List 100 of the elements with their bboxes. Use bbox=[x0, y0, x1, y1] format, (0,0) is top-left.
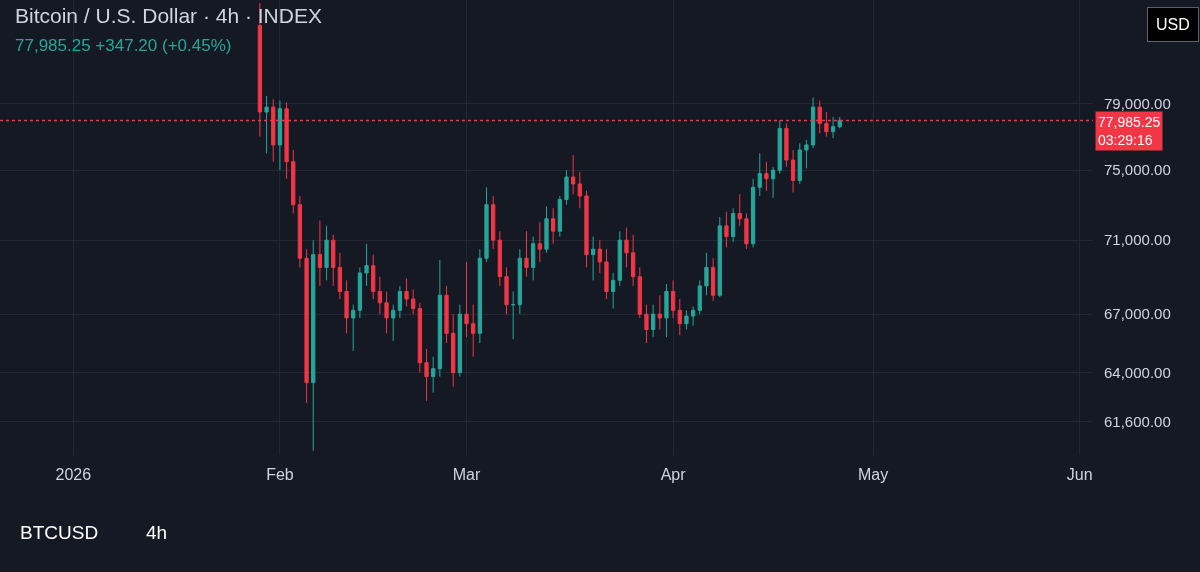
candlestick bbox=[264, 95, 269, 154]
candlestick bbox=[444, 285, 449, 344]
candlestick bbox=[724, 211, 729, 248]
candlestick bbox=[790, 149, 796, 194]
candlestick bbox=[344, 279, 349, 334]
candlestick bbox=[677, 298, 682, 336]
x-tick-label: 2026 bbox=[55, 466, 92, 483]
candlestick bbox=[764, 161, 769, 192]
candlestick bbox=[730, 207, 736, 243]
candlestick bbox=[304, 248, 309, 404]
candlestick bbox=[477, 248, 482, 344]
candlestick bbox=[810, 96, 816, 149]
candlestick bbox=[331, 234, 336, 287]
candlestick bbox=[837, 116, 842, 129]
candlestick bbox=[277, 100, 283, 171]
candlestick bbox=[404, 277, 409, 308]
candlestick bbox=[604, 248, 609, 300]
candlestick bbox=[291, 149, 296, 214]
candlestick bbox=[744, 212, 749, 250]
y-tick-label: 75,000.00 bbox=[1104, 161, 1171, 179]
candlestick bbox=[651, 304, 656, 338]
candlestick bbox=[710, 257, 716, 302]
candlestick bbox=[364, 243, 369, 287]
candlestick bbox=[424, 348, 429, 402]
candlestick bbox=[437, 259, 442, 378]
x-tick-label: May bbox=[857, 466, 889, 483]
candlestick bbox=[504, 266, 509, 315]
candlestick bbox=[531, 236, 536, 281]
candlestick bbox=[671, 279, 676, 319]
candlestick bbox=[571, 154, 576, 195]
candlestick bbox=[757, 152, 762, 197]
y-tick-label: 61,600.00 bbox=[1104, 412, 1171, 430]
candlestick bbox=[524, 230, 529, 278]
text: 4h bbox=[146, 522, 168, 543]
candlestick bbox=[784, 122, 789, 168]
x-tick-label: Mar bbox=[452, 466, 481, 483]
candlestick bbox=[750, 178, 756, 248]
candlestick bbox=[564, 169, 569, 206]
candlestick bbox=[804, 139, 809, 170]
candlestick bbox=[371, 254, 376, 300]
candlestick bbox=[770, 166, 776, 199]
candlestick bbox=[517, 248, 522, 315]
candlestick bbox=[297, 195, 303, 268]
candlestick bbox=[511, 291, 516, 340]
candlestick bbox=[431, 356, 436, 394]
y-tick-label: 67,000.00 bbox=[1104, 305, 1171, 323]
candlestick bbox=[397, 285, 403, 319]
candlestick bbox=[357, 266, 363, 319]
candlestick bbox=[664, 283, 669, 338]
y-tick-label: 64,000.00 bbox=[1104, 363, 1171, 381]
candlestick bbox=[624, 227, 629, 268]
candlestick bbox=[597, 239, 602, 274]
candlestick bbox=[591, 236, 596, 281]
candlestick bbox=[464, 261, 469, 338]
candlestick bbox=[337, 252, 343, 300]
candlestick bbox=[611, 272, 616, 309]
candlestick bbox=[324, 225, 329, 281]
candlestick bbox=[797, 142, 802, 185]
text: 77,985.25 +347.20 (+0.45%) bbox=[15, 36, 232, 55]
candlestick bbox=[557, 195, 562, 238]
x-tick-label: Feb bbox=[266, 466, 294, 483]
candlestick bbox=[484, 186, 489, 263]
x-tick-label: Jun bbox=[1066, 466, 1093, 483]
candlestick bbox=[777, 119, 782, 175]
candlestick bbox=[644, 304, 649, 344]
candlestick bbox=[737, 193, 742, 227]
x-tick-label: Apr bbox=[660, 466, 687, 483]
y-tick-label: 71,000.00 bbox=[1104, 231, 1171, 249]
candlestick bbox=[697, 279, 702, 315]
candlestick bbox=[471, 304, 476, 358]
candlestick bbox=[491, 195, 496, 250]
candlestick bbox=[637, 266, 642, 319]
candlestick bbox=[717, 216, 722, 298]
candlestick bbox=[411, 289, 416, 315]
candlestick bbox=[657, 294, 662, 330]
candlestick bbox=[704, 252, 709, 296]
candlestick bbox=[351, 304, 356, 352]
candlestick bbox=[391, 304, 396, 342]
candlestick bbox=[451, 313, 456, 388]
candlestick bbox=[311, 239, 316, 452]
candlestick bbox=[537, 221, 542, 263]
ref-line-label: 77,985.25 03:29:16 bbox=[1098, 114, 1161, 149]
y-tick-label: 79,000.00 bbox=[1104, 95, 1171, 113]
candlestick bbox=[631, 234, 636, 287]
candlestick bbox=[684, 309, 689, 330]
candlestick bbox=[690, 306, 696, 327]
candlestick bbox=[317, 220, 323, 287]
candlestick bbox=[417, 302, 422, 374]
text: USD bbox=[1156, 16, 1190, 33]
candlestick bbox=[551, 207, 556, 245]
candlestick bbox=[457, 304, 462, 378]
candlestick bbox=[384, 291, 389, 334]
candlestick bbox=[830, 116, 836, 139]
candlestick bbox=[377, 276, 383, 315]
candlestick bbox=[577, 171, 582, 209]
text: BTCUSD bbox=[20, 522, 99, 543]
candlestick bbox=[497, 230, 502, 287]
candlestick bbox=[584, 190, 589, 268]
candlestick bbox=[617, 230, 622, 287]
candlestick bbox=[544, 205, 549, 254]
